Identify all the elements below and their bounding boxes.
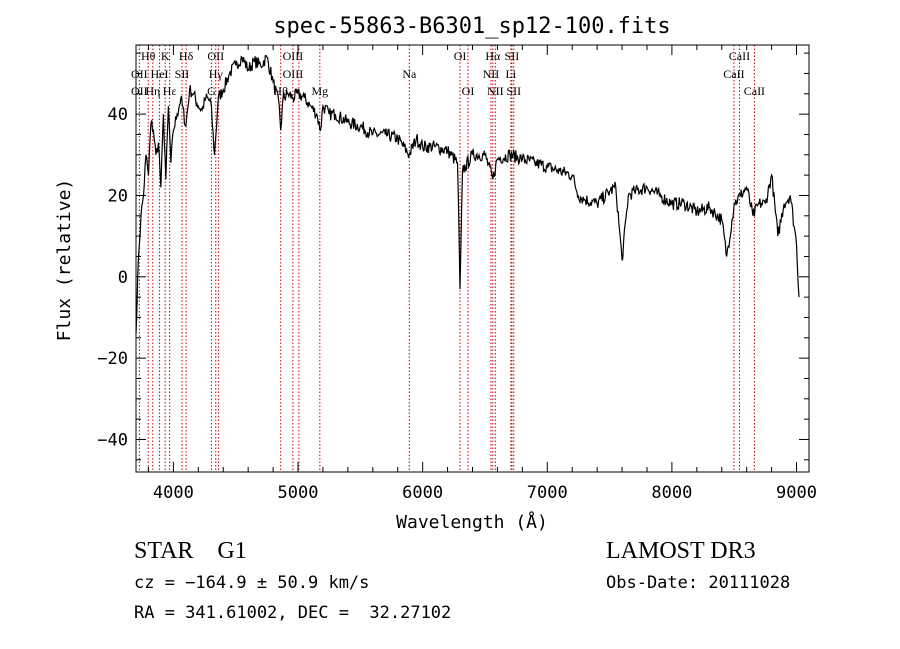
line-label: G [207, 84, 216, 98]
line-label: SII [175, 67, 190, 81]
line-label: SII [505, 49, 520, 63]
marker-lines [138, 45, 755, 472]
object-class: STAR G1 [134, 538, 247, 564]
line-label: Hθ [141, 49, 156, 63]
survey-name: LAMOST DR3 [606, 538, 756, 564]
line-label: CaII [723, 67, 744, 81]
line-label: NII [487, 84, 504, 98]
y-tick-label: 40 [108, 105, 128, 125]
x-tick-label: 7000 [527, 483, 568, 503]
x-tick-label: 8000 [651, 483, 692, 503]
spectrum-line [135, 54, 800, 334]
line-label: OII [207, 49, 224, 63]
line-label: Hδ [179, 49, 194, 63]
line-label: OIII [283, 67, 304, 81]
line-label: Hα [485, 49, 501, 63]
y-tick-label: −40 [97, 430, 128, 450]
line-label: Hγ [209, 67, 224, 81]
line-label: OIII [283, 49, 304, 63]
ra-dec: RA = 341.61002, DEC = 32.27102 [134, 603, 452, 623]
x-axis-label: Wavelength (Å) [396, 511, 548, 533]
line-label: HeI [151, 67, 169, 81]
x-tick-label: 4000 [153, 483, 194, 503]
line-label: CaII [744, 84, 765, 98]
line-label: Mg [311, 84, 328, 98]
line-label: NII [483, 67, 500, 81]
redshift-cz: cz = −164.9 ± 50.9 km/s [134, 573, 370, 593]
y-axis-label: Flux (relative) [54, 179, 75, 342]
x-tick-label: 5000 [278, 483, 319, 503]
line-label: OI [462, 84, 475, 98]
plot-frame [135, 44, 810, 473]
line-label: OII [131, 67, 148, 81]
axis-ticks: 4000 5000 6000 7000 8000 9000 −40 −20 0 20 40 [97, 45, 817, 503]
obs-date: Obs-Date: 20111028 [606, 573, 791, 593]
line-label: OII [131, 84, 148, 98]
line-label: CaII [729, 49, 750, 63]
y-tick-label: 20 [108, 186, 128, 206]
chart-title: spec-55863-B6301_sp12-100.fits [273, 14, 670, 39]
line-label: K [161, 49, 170, 63]
line-label: Na [402, 67, 417, 81]
line-label: Hη [145, 84, 160, 98]
line-label: Hε [163, 84, 177, 98]
line-label: Li [506, 67, 517, 81]
x-tick-label: 6000 [402, 483, 443, 503]
x-tick-label: 9000 [776, 483, 817, 503]
line-label: Hβ [273, 84, 288, 98]
line-label: SII [506, 84, 521, 98]
y-tick-label: 0 [118, 268, 128, 288]
y-tick-label: −20 [97, 349, 128, 369]
line-label: OI [454, 49, 467, 63]
